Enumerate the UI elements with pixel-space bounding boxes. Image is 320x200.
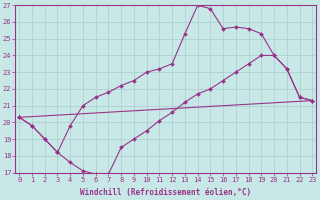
X-axis label: Windchill (Refroidissement éolien,°C): Windchill (Refroidissement éolien,°C): [80, 188, 251, 197]
